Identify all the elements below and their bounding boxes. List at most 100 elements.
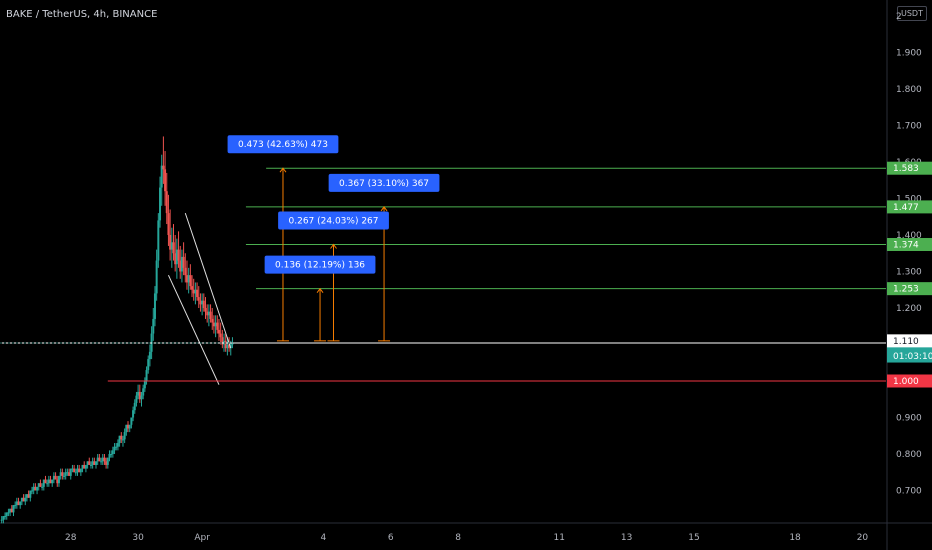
measure-arrow: [380, 206, 388, 212]
y-tick-label: 0.800: [896, 450, 922, 460]
candle-body: [206, 311, 209, 316]
candle-body: [74, 472, 77, 474]
candle-body: [25, 494, 28, 498]
candle-body: [142, 388, 145, 396]
candle-body: [133, 402, 136, 411]
candle-body: [64, 472, 67, 476]
candle-body: [180, 256, 183, 272]
x-tick-label: 8: [455, 533, 461, 543]
candle-body: [204, 308, 207, 312]
candle-body: [175, 249, 178, 265]
price-axis-label: 1.477: [893, 203, 919, 213]
candle-body: [197, 297, 200, 301]
candle-body: [69, 468, 72, 476]
candle-body: [91, 461, 94, 465]
candle-body: [63, 475, 66, 477]
x-tick-label: 13: [621, 533, 632, 543]
candle-body: [106, 457, 109, 465]
candle-body: [130, 417, 133, 425]
candle-body: [118, 435, 121, 444]
candle-body: [83, 464, 86, 469]
measure-label-bg: [227, 135, 339, 154]
candle-body: [167, 213, 170, 235]
y-tick-label: 0.700: [896, 487, 922, 497]
measure-label: 0.473 (42.63%) 473: [238, 140, 328, 150]
candle-body: [155, 260, 158, 294]
price-axis-label: 1.583: [893, 164, 919, 174]
measure-label: 0.267 (24.03%) 267: [289, 216, 379, 226]
candle-body: [216, 322, 219, 330]
candle-body: [41, 486, 44, 488]
candle-body: [169, 235, 172, 250]
candle-body: [185, 275, 188, 283]
candle-body: [231, 343, 234, 345]
candle-body: [152, 318, 155, 334]
candle-body: [100, 461, 103, 463]
x-tick-label: 15: [688, 533, 699, 543]
candle-body: [34, 486, 37, 491]
candle-body: [31, 490, 34, 492]
channel-line[interactable]: [167, 274, 220, 385]
candle-body: [217, 329, 220, 334]
x-tick-label: 4: [321, 533, 327, 543]
measure-label: 0.367 (33.10%) 367: [339, 179, 429, 189]
candle-body: [159, 187, 162, 221]
candle-body: [164, 169, 167, 192]
currency-button[interactable]: USDT: [897, 6, 927, 21]
x-tick-label: 30: [132, 533, 144, 543]
candle-body: [84, 464, 87, 469]
candle-body: [162, 165, 165, 170]
candle-body: [229, 344, 232, 349]
candle-body: [12, 505, 15, 513]
candle-body: [194, 289, 197, 294]
candle-body: [54, 475, 57, 480]
candle-body: [172, 242, 175, 254]
candle-body: [219, 333, 222, 338]
y-tick-label: 1.700: [896, 122, 922, 132]
candle-body: [61, 472, 64, 476]
candle-body: [4, 516, 7, 518]
candle-body: [110, 454, 113, 455]
candle-body: [89, 464, 92, 466]
candle-body: [214, 322, 217, 327]
candle-body: [96, 457, 99, 462]
candle-body: [165, 191, 168, 214]
channel-line[interactable]: [184, 212, 232, 349]
candle-body: [201, 300, 204, 305]
candle-body: [123, 432, 126, 440]
candle-body: [140, 395, 143, 400]
candle-body: [138, 391, 141, 400]
candle-body: [177, 249, 180, 261]
candle-body: [15, 501, 18, 506]
x-tick-label: Apr: [194, 533, 210, 543]
candle-body: [101, 457, 104, 462]
y-tick-label: 1.800: [896, 85, 922, 95]
y-tick-label: 1.500: [896, 195, 922, 205]
candle-body: [145, 370, 148, 381]
candle-body: [224, 340, 227, 349]
candle-body: [192, 289, 195, 294]
candle-body: [14, 505, 17, 507]
candle-body: [212, 322, 215, 327]
candle-body: [66, 472, 69, 474]
measure-label: 0.136 (12.19%) 136: [275, 261, 365, 271]
candle-body: [199, 300, 202, 305]
candle-body: [37, 483, 40, 487]
candle-body: [19, 501, 22, 506]
candle-body: [2, 516, 5, 520]
candle-body: [182, 256, 185, 268]
candle-body: [187, 275, 190, 283]
candle-body: [115, 446, 118, 448]
candle-body: [174, 253, 177, 265]
candle-body: [17, 501, 20, 506]
candle-body: [209, 311, 212, 319]
candle-body: [221, 337, 224, 345]
candle-body: [9, 508, 12, 513]
y-tick-label: 0.900: [896, 414, 922, 424]
price-axis-label-bg: [887, 237, 932, 251]
candle-body: [10, 508, 13, 513]
candle-body: [71, 468, 74, 470]
candle-body: [160, 165, 163, 188]
candle-body: [24, 497, 27, 502]
